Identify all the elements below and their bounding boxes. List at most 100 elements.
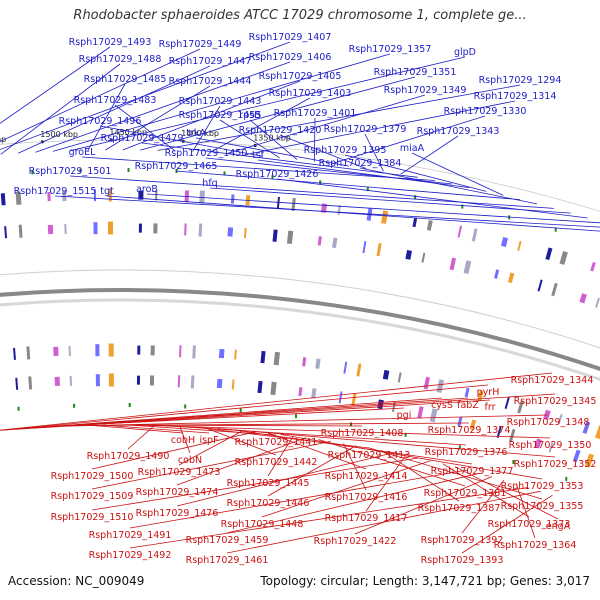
reverse-gene-label[interactable]: Rsph17029_1422: [314, 536, 397, 547]
reverse-gene-label[interactable]: Rsph17029_1461: [186, 555, 269, 566]
reverse-gene-label[interactable]: Rsph17029_1509: [51, 491, 134, 502]
forward-gene-label[interactable]: Rsph17029_1443: [179, 96, 262, 107]
reverse-gene-label[interactable]: Rsph17029_1510: [51, 512, 134, 523]
reverse-gene-label[interactable]: cobN: [178, 455, 202, 466]
reverse-gene-label[interactable]: Rsph17029_1491: [89, 530, 172, 541]
forward-gene-label[interactable]: tsf: [252, 150, 265, 161]
forward-leader-line: [331, 115, 486, 165]
reverse-gene-label[interactable]: Rsph17029_1446: [227, 498, 310, 509]
forward-gene-label[interactable]: Rsph17029_1485: [84, 74, 167, 85]
forward-gene-label[interactable]: Rsph17029_1479: [101, 133, 184, 144]
reverse-gene-label[interactable]: fabZ: [457, 400, 479, 411]
reverse-gene-label[interactable]: Rsph17029_1374: [428, 425, 511, 436]
forward-gene-label[interactable]: aroB: [136, 184, 158, 195]
reverse-gene-label[interactable]: Rsph17029_1442: [235, 457, 318, 468]
forward-gene-label[interactable]: Rsph17029_1449: [159, 39, 242, 50]
forward-gene-label[interactable]: Rsph17029_1496: [59, 116, 142, 127]
reverse-gene-label[interactable]: Rsph17029_1353: [501, 481, 584, 492]
reverse-gene-label[interactable]: Rsph17029_1414: [325, 471, 408, 482]
reverse-gene-label[interactable]: Rsph17029_1490: [87, 451, 170, 462]
forward-gene-label[interactable]: Rsph17029_1403: [269, 88, 352, 99]
reverse-leader-line: [167, 425, 467, 446]
forward-gene-label[interactable]: Rsph17029_1294: [479, 75, 562, 86]
forward-gene-label[interactable]: Rsph17029_1501: [29, 166, 112, 177]
reverse-gene-label[interactable]: Rsph17029_1387: [418, 503, 501, 514]
forward-gene-label[interactable]: Rsph17029_1401: [274, 108, 357, 119]
genome-backbone: [0, 288, 600, 372]
reverse-gene-label[interactable]: Rsph17029_1350: [509, 440, 592, 451]
reverse-gene-label[interactable]: Rsph17029_1441: [235, 437, 318, 448]
forward-gene-label[interactable]: Rsph17029_1450: [165, 148, 248, 159]
reverse-gene-label[interactable]: Rsph17029_1492: [89, 550, 172, 561]
forward-gene-label[interactable]: tgt: [100, 186, 114, 197]
forward-gene-label[interactable]: Rsph17029_1406: [249, 52, 332, 63]
forward-gene-label[interactable]: Rsph17029_1488: [79, 54, 162, 65]
reverse-gene-label[interactable]: Rsph17029_1344: [511, 375, 594, 386]
reverse-leader-line: [365, 455, 407, 512]
forward-gene-label[interactable]: miaA: [400, 143, 425, 154]
reverse-gene-label[interactable]: Rsph17029_1373: [488, 519, 571, 530]
forward-gene-label[interactable]: Rsph17029_1426: [236, 169, 319, 180]
reverse-gene-label[interactable]: Rsph17029_1474: [136, 487, 219, 498]
forward-gene-label[interactable]: Rsph17029_1351: [374, 67, 457, 78]
forward-gene-label[interactable]: Rsph17029_1465: [135, 161, 218, 172]
forward-gene-label[interactable]: Rsph17029_1349: [384, 85, 467, 96]
forward-gene-label[interactable]: groEL: [69, 147, 97, 158]
reverse-gene-label[interactable]: Rsph17029_1364: [494, 540, 577, 551]
forward-gene-label[interactable]: Rsph17029_1493: [69, 37, 152, 48]
forward-gene-label[interactable]: Rsph17029_1357: [349, 44, 432, 55]
reverse-gene-label[interactable]: Rsph17029_1355: [501, 501, 584, 512]
reverse-gene-label[interactable]: Rsph17029_1408: [321, 428, 404, 439]
reverse-gene-label[interactable]: Rsph17029_1392: [421, 535, 504, 546]
rna-feature-mark: [350, 422, 352, 427]
forward-gene-label[interactable]: Rsph17029_1407: [249, 32, 332, 43]
reverse-gene-label[interactable]: Rsph17029_1377: [431, 466, 514, 477]
forward-gene-label[interactable]: Rsph17029_1314: [474, 91, 557, 102]
scale-tick-label: 1450 kbp: [109, 128, 147, 137]
forward-gene-label[interactable]: Rsph17029_1447: [169, 56, 252, 67]
forward-gene-label[interactable]: Rsph17029_1343: [417, 126, 500, 137]
forward-gene-label[interactable]: hfq: [202, 178, 217, 189]
reverse-gene-label[interactable]: Rsph17029_1352: [514, 459, 597, 470]
forward-gene-label[interactable]: Rsph17029_1483: [74, 95, 157, 106]
feature-block: [545, 247, 553, 261]
reverse-gene-label[interactable]: Rsph17029_1381: [424, 488, 507, 499]
forward-gene-label[interactable]: Rsph17029_1444: [169, 76, 252, 87]
forward-gene-label[interactable]: Rsph17029_1330: [444, 106, 527, 117]
reverse-gene-label[interactable]: Rsph17029_1393: [421, 555, 504, 566]
reverse-gene-label[interactable]: ispF: [199, 435, 218, 446]
reverse-leader-line: [343, 443, 367, 491]
reverse-gene-label[interactable]: Rsph17029_1416: [325, 492, 408, 503]
reverse-gene-label[interactable]: frr: [485, 402, 496, 413]
forward-gene-label[interactable]: Rsph17029_1405: [259, 71, 342, 82]
forward-gene-label[interactable]: rpsB: [239, 110, 260, 121]
reverse-gene-label[interactable]: Rsph17029_1348: [507, 417, 590, 428]
forward-gene-label[interactable]: Rsph17029_1379: [324, 124, 407, 135]
rna-feature-mark: [458, 445, 461, 450]
reverse-gene-label[interactable]: Rsph17029_1500: [51, 471, 134, 482]
reverse-gene-label[interactable]: pgi: [397, 410, 412, 421]
reverse-gene-label[interactable]: cysS: [431, 400, 453, 411]
reverse-gene-label[interactable]: cobH: [171, 435, 195, 446]
forward-gene-label[interactable]: trkA: [186, 128, 206, 139]
feature-block: [28, 376, 33, 390]
reverse-gene-label[interactable]: Rsph17029_1476: [136, 508, 219, 519]
reverse-leader-line: [226, 490, 541, 554]
feature-block: [286, 230, 294, 245]
reverse-gene-label[interactable]: pyrH: [477, 387, 500, 398]
reverse-gene-label[interactable]: Rsph17029_1417: [325, 513, 408, 524]
forward-gene-label[interactable]: Rsph17029_1420: [239, 125, 322, 136]
forward-gene-label[interactable]: Rsph17029_1515: [14, 186, 97, 197]
reverse-gene-label[interactable]: Rsph17029_1345: [514, 396, 597, 407]
reverse-gene-label[interactable]: engA: [546, 521, 571, 532]
forward-gene-label[interactable]: Rsph17029_1455: [179, 110, 262, 121]
reverse-gene-label[interactable]: Rsph17029_1376: [425, 447, 508, 458]
reverse-leader-line: [442, 463, 530, 518]
reverse-leader-line: [116, 424, 363, 427]
forward-gene-label[interactable]: glpD: [454, 47, 476, 58]
reverse-gene-label[interactable]: Rsph17029_1473: [138, 467, 221, 478]
forward-gene-label[interactable]: Rsph17029_1384: [319, 158, 402, 169]
forward-gene-label[interactable]: Rsph17029_1395: [304, 145, 387, 156]
reverse-gene-label[interactable]: Rsph17029_1459: [186, 535, 269, 546]
